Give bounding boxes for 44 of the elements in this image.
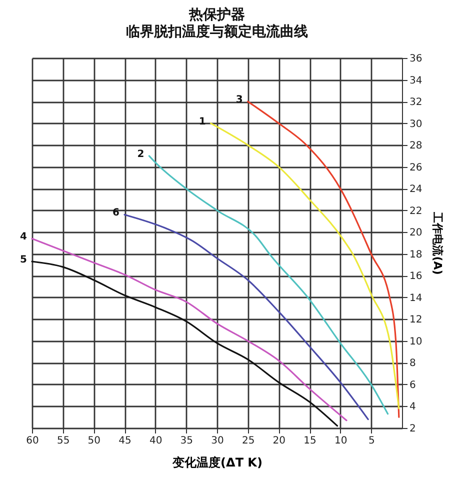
line-series — [31, 260, 338, 427]
series-label: 4 — [20, 232, 28, 243]
x-tick-label: 60 — [26, 436, 39, 446]
chart-title: 热保护器 — [188, 6, 245, 23]
x-tick-label: 20 — [272, 436, 286, 446]
y-tick-label: 32 — [410, 97, 422, 108]
x-axis-title: 变化温度(ΔT K) — [172, 456, 262, 470]
y-tick-label: 6 — [410, 380, 416, 391]
y-tick-label: 10 — [410, 336, 422, 348]
x-tick-label: 45 — [118, 436, 132, 446]
x-tick-label: 50 — [88, 436, 101, 446]
x-tick-label: 15 — [304, 436, 316, 446]
x-tick-label: 55 — [56, 436, 70, 446]
x-tick-label: 25 — [242, 436, 255, 446]
series-label: 6 — [112, 208, 120, 219]
line-series — [148, 155, 389, 415]
y-tick-label: 26 — [410, 162, 422, 174]
x-tick-label: 35 — [180, 436, 194, 446]
y-tick-label: 24 — [410, 184, 422, 196]
x-tick-label: 40 — [149, 436, 162, 446]
line-series — [210, 122, 400, 410]
line-series — [247, 100, 400, 418]
y-tick-label: 34 — [410, 75, 422, 86]
y-tick-label: 28 — [410, 140, 422, 152]
chart-subtitle: 临界脱扣温度与额定电流曲线 — [126, 23, 308, 40]
line-series — [31, 238, 348, 422]
y-tick-label: 8 — [410, 358, 416, 370]
y-tick-label: 22 — [410, 206, 422, 217]
series-label: 2 — [137, 148, 144, 160]
x-tick-label: 5 — [368, 436, 375, 446]
y-tick-label: 2 — [410, 424, 416, 434]
y-tick-label: 36 — [410, 54, 422, 64]
y-axis-title: 工作电流(A) — [431, 211, 444, 275]
line-series — [124, 214, 369, 420]
x-tick-label: 30 — [211, 436, 224, 446]
y-tick-label: 16 — [410, 271, 422, 282]
x-tick-label: 10 — [334, 436, 348, 446]
y-tick-label: 18 — [410, 249, 422, 260]
series-label: 5 — [20, 254, 28, 266]
y-tick-label: 30 — [410, 118, 422, 130]
y-tick-label: 4 — [410, 402, 416, 413]
y-tick-label: 12 — [410, 314, 422, 326]
y-tick-label: 20 — [410, 228, 422, 239]
y-tick-label: 14 — [410, 292, 422, 304]
